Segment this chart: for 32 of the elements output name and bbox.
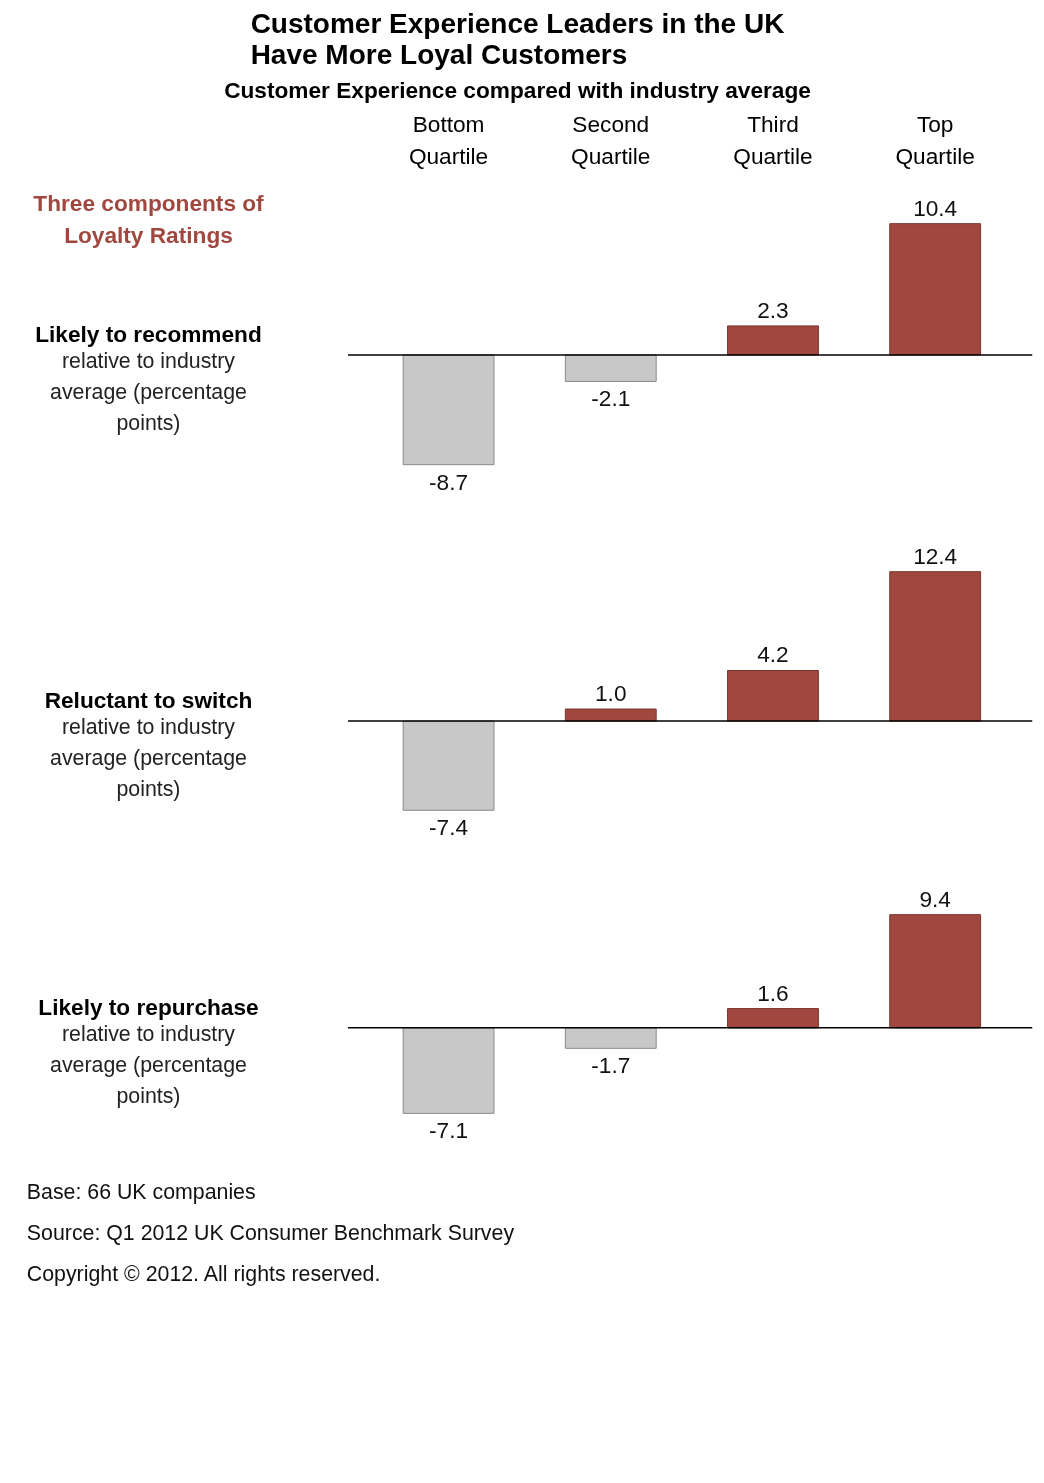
bar [564,708,657,722]
data-label: 2.3 [757,296,789,323]
x-tick-label: Top Quartile [895,111,975,169]
data-label: -2.1 [591,385,631,412]
text: Likely to repurchase [38,993,259,1020]
y-axis-title: relative to industry average (percentage points) [50,348,247,436]
text: Base: 66 UK companies [26,1179,256,1204]
chart-title: Customer Experience Leaders in the UK Have More Loyal Customers [250,7,785,70]
data-label: 1.0 [595,680,627,707]
text: Copyright © 2012. All rights reserved. [26,1261,381,1286]
bar [727,669,819,722]
y-axis-title: relative to industry average (percentage points) [50,715,247,802]
bar [889,571,982,722]
data-label: 4.2 [757,641,789,668]
data-label: -7.1 [429,1117,469,1144]
data-label: -1.7 [591,1052,631,1079]
data-label: 1.6 [757,979,789,1006]
data-label: 10.4 [913,194,958,221]
text: Reluctant to switch [44,687,253,714]
source-note: Source: Q1 2012 UK Consumer Benchmark Survey [26,1220,515,1245]
y-axis-title: relative to industry average (percentage points) [50,1021,247,1109]
x-tick-label: Bottom Quartile [408,111,489,169]
text: Three components of Loyalty Ratings [33,189,265,248]
x-axis-title: Customer Experience compared with industry average [224,77,811,104]
data-label: -8.7 [429,468,469,495]
data-label: 12.4 [913,542,958,569]
data-label: -7.4 [429,814,469,841]
text: Likely to recommend [35,320,262,347]
x-tick-label: Second Quartile [571,111,651,169]
data-label: 9.4 [919,885,951,912]
x-tick-label: Third Quartile [733,111,813,169]
bar [402,720,495,811]
